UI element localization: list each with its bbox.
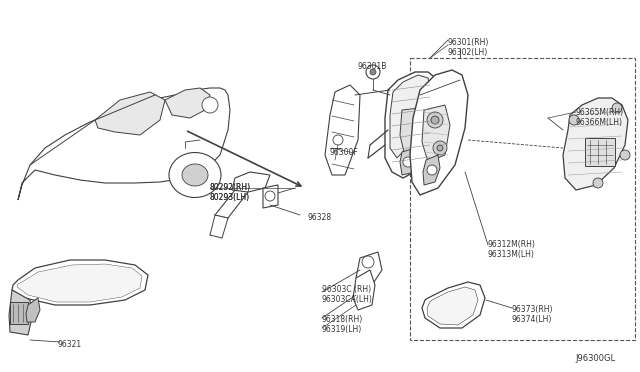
Bar xyxy=(585,138,615,166)
Text: 96319(LH): 96319(LH) xyxy=(322,325,362,334)
Text: 96321: 96321 xyxy=(58,340,82,349)
Circle shape xyxy=(437,145,443,151)
Text: 96300F: 96300F xyxy=(330,148,359,157)
Text: 96303CA(LH): 96303CA(LH) xyxy=(322,295,373,304)
Circle shape xyxy=(362,256,374,268)
Polygon shape xyxy=(410,70,468,195)
Polygon shape xyxy=(18,88,230,200)
Text: 96303C (RH): 96303C (RH) xyxy=(322,285,371,294)
Text: 96366M(LH): 96366M(LH) xyxy=(575,118,622,127)
Bar xyxy=(410,58,635,340)
Circle shape xyxy=(612,103,622,113)
Polygon shape xyxy=(12,260,148,305)
Polygon shape xyxy=(232,172,270,192)
Ellipse shape xyxy=(182,164,208,186)
Text: 80293(LH): 80293(LH) xyxy=(209,193,249,202)
Text: 96365M(RH): 96365M(RH) xyxy=(575,108,623,117)
Polygon shape xyxy=(400,148,418,175)
Text: 96302(LH): 96302(LH) xyxy=(448,48,488,57)
Polygon shape xyxy=(563,98,628,190)
Circle shape xyxy=(433,141,447,155)
Circle shape xyxy=(569,115,579,125)
Circle shape xyxy=(333,135,343,145)
Text: 96374(LH): 96374(LH) xyxy=(512,315,552,324)
Polygon shape xyxy=(390,75,432,158)
Polygon shape xyxy=(263,185,278,208)
Polygon shape xyxy=(385,72,442,178)
Text: 96312M(RH): 96312M(RH) xyxy=(488,240,536,249)
Polygon shape xyxy=(17,264,142,302)
Polygon shape xyxy=(353,270,375,310)
Circle shape xyxy=(427,112,443,128)
Ellipse shape xyxy=(169,153,221,198)
Circle shape xyxy=(265,191,275,201)
Text: 96318(RH): 96318(RH) xyxy=(322,315,364,324)
Polygon shape xyxy=(400,108,422,152)
Text: J96300GL: J96300GL xyxy=(575,354,615,363)
Polygon shape xyxy=(422,105,450,162)
Polygon shape xyxy=(422,282,485,328)
Polygon shape xyxy=(423,155,440,185)
Circle shape xyxy=(620,150,630,160)
Polygon shape xyxy=(95,92,165,135)
Text: 80292(RH): 80292(RH) xyxy=(210,183,251,192)
Polygon shape xyxy=(26,298,40,322)
Text: 96373(RH): 96373(RH) xyxy=(512,305,554,314)
Circle shape xyxy=(431,116,439,124)
Text: 80292(RH): 80292(RH) xyxy=(209,183,250,192)
Text: 96301B: 96301B xyxy=(357,62,387,71)
Polygon shape xyxy=(165,88,210,118)
Polygon shape xyxy=(325,85,360,175)
Circle shape xyxy=(370,69,376,75)
Polygon shape xyxy=(427,287,478,325)
Polygon shape xyxy=(356,252,382,288)
Circle shape xyxy=(427,165,437,175)
Circle shape xyxy=(403,157,413,167)
Text: 96313M(LH): 96313M(LH) xyxy=(488,250,535,259)
Circle shape xyxy=(202,97,218,113)
Text: 80293(LH): 80293(LH) xyxy=(210,193,250,202)
Text: 96328: 96328 xyxy=(308,213,332,222)
Bar xyxy=(10,302,28,324)
Circle shape xyxy=(366,65,380,79)
Polygon shape xyxy=(9,290,32,335)
Circle shape xyxy=(593,178,603,188)
Text: 96301(RH): 96301(RH) xyxy=(448,38,490,47)
